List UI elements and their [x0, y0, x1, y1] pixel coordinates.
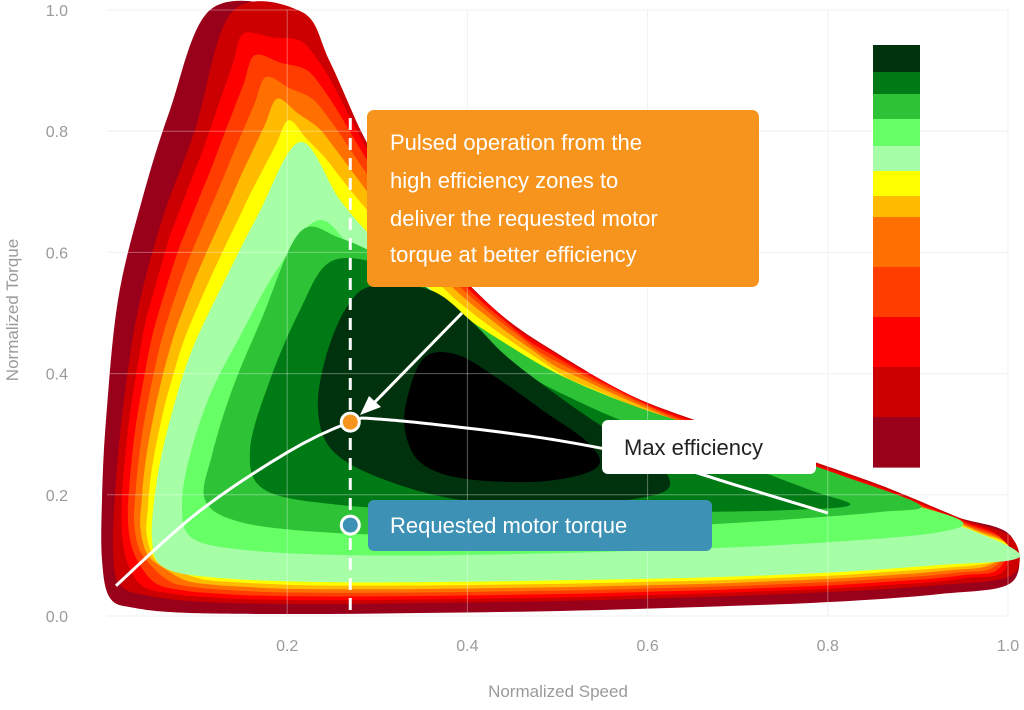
- y-tick-label: 0.0: [46, 609, 68, 626]
- markers: [339, 411, 361, 536]
- colorbar-segment-4: [873, 146, 920, 172]
- pulsed-callout-text: Pulsed operation from the high efficienc…: [390, 130, 664, 267]
- y-tick-label: 0.6: [46, 245, 68, 262]
- colorbar: [873, 45, 920, 468]
- x-tick-label: 0.4: [456, 638, 478, 655]
- x-tick-label: 1.0: [997, 638, 1019, 655]
- colorbar-segment-3: [873, 119, 920, 147]
- y-tick-label: 0.4: [46, 367, 68, 384]
- colorbar-segment-8: [873, 267, 920, 318]
- colorbar-segment-2: [873, 94, 920, 120]
- colorbar-segment-5: [873, 171, 920, 197]
- x-tick-label: 0.2: [276, 638, 298, 655]
- max-efficiency-callout-box: [602, 420, 816, 474]
- y-tick-label: 0.8: [46, 124, 68, 141]
- colorbar-segment-9: [873, 317, 920, 368]
- y-tick-label: 0.2: [46, 488, 68, 505]
- contour-band-12: [404, 352, 601, 483]
- pulsed-callout-box: [367, 110, 759, 287]
- pulsed-line-2: high efficiency zones to: [390, 168, 618, 193]
- colorbar-segment-7: [873, 217, 920, 268]
- y-tick-label: 1.0: [46, 3, 68, 20]
- colorbar-segment-10: [873, 367, 920, 418]
- max-efficiency-callout-text: Max efficiency: [624, 435, 763, 460]
- y-axis-label: Normalized Torque: [3, 239, 22, 381]
- colorbar-segment-0: [873, 45, 920, 73]
- requested-torque-callout-text: Requested motor torque: [390, 513, 627, 538]
- x-tick-label: 0.6: [636, 638, 658, 655]
- colorbar-segment-11: [873, 417, 920, 468]
- pulsed-line-1: Pulsed operation from the: [390, 130, 642, 155]
- requested-torque-callout-box: [368, 500, 712, 551]
- pulsed-line-3: deliver the requested motor: [390, 206, 658, 231]
- ticks: 0.2 0.4 0.6 0.8 1.0 0.0 0.2 0.4 0.6 0.8 1.0: [46, 3, 1019, 655]
- pulsed-arrowhead: [360, 396, 381, 415]
- requested-point-marker: [339, 514, 361, 536]
- x-axis-label: Normalized Speed: [488, 682, 628, 701]
- pulsed-arrow-line: [370, 311, 464, 407]
- x-tick-label: 0.8: [817, 638, 839, 655]
- callouts: Pulsed operation from the high efficienc…: [367, 110, 816, 551]
- operating-point-marker: [339, 411, 361, 433]
- pulsed-line-4: torque at better efficiency: [390, 242, 637, 267]
- colorbar-segment-6: [873, 196, 920, 218]
- colorbar-segment-1: [873, 72, 920, 95]
